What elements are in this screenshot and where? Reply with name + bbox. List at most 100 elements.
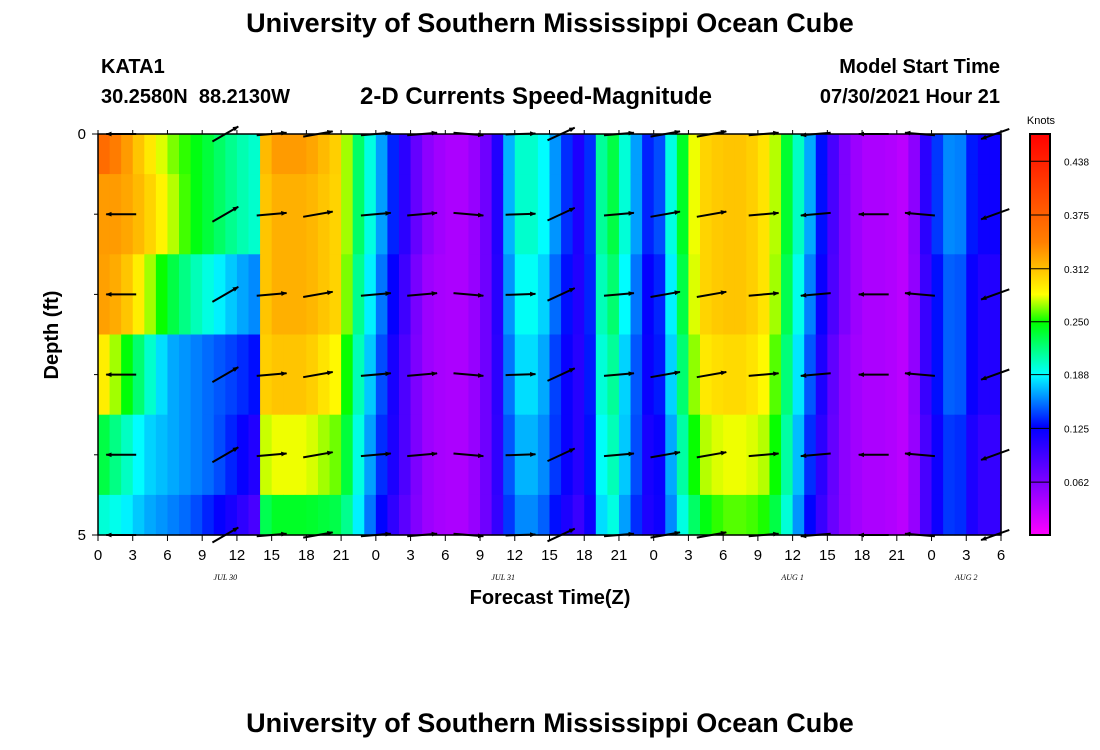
heatmap-cell bbox=[491, 414, 504, 496]
heatmap-cell bbox=[213, 334, 226, 416]
heatmap-cell bbox=[167, 254, 180, 336]
heatmap-cell bbox=[144, 254, 157, 336]
heatmap-cell bbox=[885, 494, 898, 536]
heatmap-cell bbox=[491, 174, 504, 255]
current-arrow bbox=[303, 450, 334, 459]
heatmap-cell bbox=[283, 174, 296, 255]
heatmap-cell bbox=[711, 254, 724, 336]
current-arrow bbox=[904, 371, 935, 377]
current-arrow bbox=[303, 370, 334, 379]
heatmap-cell bbox=[676, 334, 690, 416]
heatmap-cell bbox=[387, 174, 400, 255]
heatmap-cell bbox=[642, 414, 655, 496]
heatmap-cell bbox=[977, 334, 991, 416]
current-arrow bbox=[547, 447, 576, 463]
heatmap-cell bbox=[433, 134, 446, 175]
heatmap-cell bbox=[144, 414, 157, 496]
heatmap-cell bbox=[966, 334, 979, 416]
current-arrow bbox=[650, 210, 681, 218]
current-arrow bbox=[650, 290, 681, 298]
heatmap-cell bbox=[271, 494, 284, 536]
heatmap-cell bbox=[445, 174, 458, 255]
heatmap-cell bbox=[155, 174, 169, 255]
current-arrow bbox=[904, 291, 935, 297]
heatmap-cell bbox=[676, 494, 690, 536]
heatmap-cell bbox=[190, 174, 203, 255]
heatmap-cell bbox=[653, 134, 666, 175]
x-tick-label: 6 bbox=[441, 547, 449, 564]
heatmap-cell bbox=[456, 134, 470, 175]
current-arrow bbox=[453, 292, 484, 298]
colorbar-tick-label: 0.250 bbox=[1064, 318, 1089, 329]
heatmap-cell bbox=[225, 494, 238, 536]
heatmap-cell bbox=[352, 134, 365, 175]
heatmap-cell bbox=[399, 334, 412, 416]
heatmap-cell bbox=[931, 494, 944, 536]
heatmap-cell bbox=[248, 334, 261, 416]
colorbar-tick-label: 0.188 bbox=[1064, 371, 1089, 382]
heatmap-cell bbox=[491, 134, 504, 175]
current-arrow bbox=[800, 372, 831, 378]
heatmap-cell bbox=[364, 494, 377, 536]
x-tick-label: 6 bbox=[719, 547, 727, 564]
heatmap-cell bbox=[341, 414, 354, 496]
heatmap-cell bbox=[630, 174, 643, 255]
heatmap-cell bbox=[98, 254, 111, 336]
heatmap-cell bbox=[572, 414, 585, 496]
heatmap-cell bbox=[931, 174, 944, 255]
heatmap-cell bbox=[387, 334, 400, 416]
heatmap-cell bbox=[630, 494, 643, 536]
heatmap-cell bbox=[827, 414, 840, 496]
heatmap-cell bbox=[433, 334, 446, 416]
heatmap-cell bbox=[561, 414, 574, 496]
heatmap-cell bbox=[688, 134, 701, 175]
heatmap-cell bbox=[954, 174, 967, 255]
y-tick-label: 0 bbox=[78, 126, 86, 143]
x-tick-label: 0 bbox=[927, 547, 935, 564]
current-arrow bbox=[211, 446, 239, 464]
heatmap-cell bbox=[781, 334, 794, 416]
heatmap-cell bbox=[723, 494, 736, 536]
heatmap-cell bbox=[433, 174, 446, 255]
heatmap-cell bbox=[838, 334, 852, 416]
heatmap-cell bbox=[399, 494, 412, 536]
current-arrow bbox=[980, 448, 1010, 461]
model-start-value: 07/30/2021 Hour 21 bbox=[819, 86, 1000, 108]
heatmap-cell bbox=[595, 334, 608, 416]
heatmap-cell bbox=[167, 334, 180, 416]
heatmap-cell bbox=[179, 174, 192, 255]
heatmap-cell bbox=[503, 134, 516, 175]
current-arrow bbox=[603, 451, 635, 458]
heatmap-cell bbox=[665, 254, 678, 336]
heatmap-cell bbox=[630, 414, 643, 496]
heatmap-cell bbox=[456, 494, 470, 536]
heatmap-cell bbox=[711, 134, 724, 175]
current-arrow bbox=[211, 286, 239, 303]
heatmap-cell bbox=[225, 334, 238, 416]
current-arrow bbox=[696, 290, 727, 298]
heatmap-cell bbox=[827, 254, 840, 336]
heatmap-cell bbox=[781, 494, 794, 536]
heatmap-cell bbox=[781, 254, 794, 336]
heatmap-cell bbox=[954, 494, 967, 536]
y-tick-label: 5 bbox=[78, 527, 86, 544]
heatmap-cell bbox=[584, 134, 597, 175]
heatmap-cell bbox=[873, 134, 886, 175]
heatmap-cell bbox=[445, 134, 458, 175]
heatmap-cell bbox=[155, 334, 169, 416]
colorbar-gradient bbox=[1029, 133, 1051, 536]
heatmap-cell bbox=[537, 174, 551, 255]
heatmap-cell bbox=[491, 254, 504, 336]
heatmap-cell bbox=[317, 334, 331, 416]
heatmap-cell bbox=[862, 134, 875, 175]
heatmap-cell bbox=[931, 254, 944, 336]
heatmap-cell bbox=[514, 134, 527, 175]
heatmap-cell bbox=[850, 134, 863, 175]
heatmap-cell bbox=[943, 134, 956, 175]
heatmap-cell bbox=[422, 134, 435, 175]
heatmap-cell bbox=[723, 334, 736, 416]
heatmap-cell bbox=[248, 414, 261, 496]
heatmap-cell bbox=[711, 414, 724, 496]
date-label: JUL 31 bbox=[491, 573, 515, 582]
heatmap-cell bbox=[341, 174, 354, 255]
